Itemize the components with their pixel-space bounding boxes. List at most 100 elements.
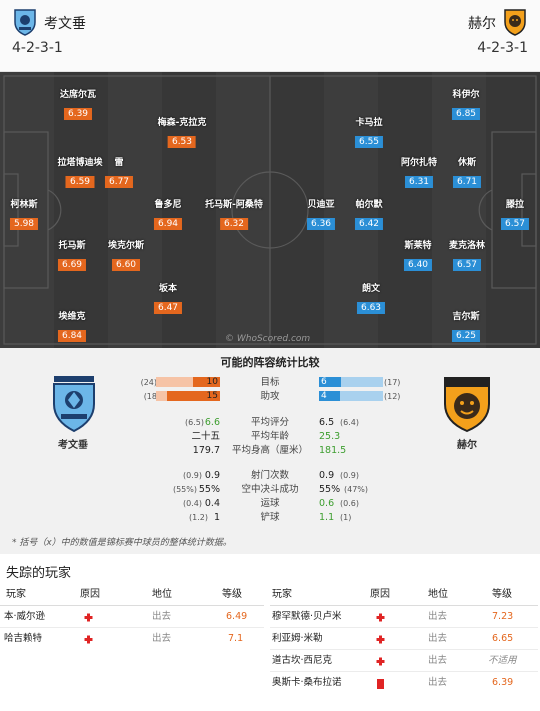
away-team-label: 赫尔 bbox=[457, 440, 477, 451]
away-player[interactable]: 滕拉 6.57 bbox=[500, 199, 530, 230]
status: 出去 bbox=[428, 611, 448, 622]
away-player[interactable]: 帕尔默 6.42 bbox=[354, 199, 384, 230]
pitch-lines bbox=[3, 75, 537, 345]
rating: 不适用 bbox=[488, 655, 517, 666]
home-player[interactable]: 拉塔博迪埃 6.59 bbox=[57, 157, 103, 188]
table-row[interactable]: 利亚姆·米勒 出去 6.65 bbox=[270, 628, 538, 650]
home-value: 10 bbox=[206, 377, 218, 387]
player-name[interactable]: 利亚姆·米勒 bbox=[272, 633, 323, 644]
away-player[interactable]: 卡马拉 6.55 bbox=[354, 117, 384, 148]
player-rating: 6.57 bbox=[500, 218, 530, 230]
away-player[interactable]: 斯莱特 6.40 bbox=[403, 240, 433, 271]
player-name[interactable]: 本·威尔逊 bbox=[4, 611, 46, 622]
stat-label: 空中决斗成功 bbox=[241, 484, 299, 495]
away-value: 181.5 bbox=[319, 445, 347, 456]
home-player[interactable]: 雷 6.77 bbox=[104, 157, 134, 188]
away-paren-value: (6.4) bbox=[340, 418, 359, 427]
injury-cross-icon bbox=[376, 657, 385, 666]
table-row[interactable]: 本·威尔逊 出去 6.49 bbox=[0, 606, 264, 628]
player-rating: 6.32 bbox=[219, 218, 249, 230]
stat-label: 目标 bbox=[260, 377, 280, 388]
home-bar-fill bbox=[193, 377, 220, 387]
home-player[interactable]: 梅森-克拉克 6.53 bbox=[157, 117, 207, 148]
player-name: 梅森-克拉克 bbox=[157, 118, 207, 128]
away-team-name[interactable]: 赫尔 bbox=[468, 16, 496, 32]
home-paren-value: (0.9) bbox=[183, 471, 202, 480]
stat-label: 铲球 bbox=[260, 512, 280, 523]
away-paren-value: (1) bbox=[340, 513, 352, 522]
col-rating: 等级 bbox=[492, 589, 512, 600]
stat-row-tackles: (1.2) 1 铲球 1.1 (1) bbox=[0, 511, 540, 524]
away-player[interactable]: 麦克洛林 6.57 bbox=[449, 240, 485, 271]
table-row[interactable]: 道古坎·西尼克 出去 不适用 bbox=[270, 650, 538, 672]
home-player[interactable]: 达席尔瓦 6.39 bbox=[60, 89, 96, 120]
home-value: 0.4 bbox=[204, 498, 220, 509]
player-name[interactable]: 奥斯卡·桑布拉诺 bbox=[272, 677, 342, 688]
away-player[interactable]: 休斯 6.71 bbox=[452, 157, 482, 188]
player-name: 休斯 bbox=[457, 158, 477, 168]
away-bar-total bbox=[319, 391, 383, 401]
player-name: 埃克尔斯 bbox=[107, 241, 145, 251]
stat-row-assists: (18 15 助攻 4 (12) bbox=[0, 390, 540, 403]
player-name: 托马斯 bbox=[58, 241, 86, 251]
player-name[interactable]: 道古坎·西尼克 bbox=[272, 655, 333, 666]
home-player[interactable]: 埃维克 6.84 bbox=[57, 311, 87, 342]
stat-row-avg-age: 二十五 平均年龄 25.3 bbox=[0, 430, 540, 443]
rating: 6.49 bbox=[226, 611, 248, 622]
player-rating: 6.39 bbox=[63, 108, 93, 120]
table-row[interactable]: 哈吉赖特 出去 7.1 bbox=[0, 628, 264, 650]
away-bar: 4 bbox=[319, 391, 383, 401]
away-player[interactable]: 贝迪亚 6.36 bbox=[306, 199, 336, 230]
stat-label: 射门次数 bbox=[250, 470, 289, 481]
home-value: 179.7 bbox=[192, 445, 220, 456]
away-player[interactable]: 科伊尔 6.85 bbox=[451, 89, 481, 120]
player-name: 斯莱特 bbox=[404, 241, 432, 251]
home-value: 55% bbox=[198, 484, 220, 495]
away-bar-total bbox=[319, 377, 383, 387]
away-paren-value: (47%) bbox=[344, 485, 369, 494]
player-name: 麦克洛林 bbox=[448, 241, 486, 251]
home-player[interactable]: 坂本 6.47 bbox=[153, 283, 183, 314]
col-player: 玩家 bbox=[6, 589, 26, 600]
player-name: 吉尔斯 bbox=[452, 312, 480, 322]
away-player[interactable]: 朗文 6.63 bbox=[356, 283, 386, 314]
away-value: 6 bbox=[321, 377, 327, 387]
away-paren-value: (17) bbox=[384, 378, 401, 387]
player-name[interactable]: 哈吉赖特 bbox=[4, 633, 43, 644]
status: 出去 bbox=[152, 611, 172, 622]
player-name[interactable]: 穆罕默德·贝卢米 bbox=[272, 611, 342, 622]
watermark: © WhoScored.com bbox=[225, 334, 311, 344]
status: 出去 bbox=[428, 655, 448, 666]
home-team-name[interactable]: 考文垂 bbox=[44, 16, 86, 32]
stat-label: 平均评分 bbox=[250, 417, 289, 428]
away-bar-fill bbox=[319, 391, 341, 401]
stat-label: 助攻 bbox=[260, 391, 280, 402]
home-paren-value: (24) bbox=[140, 378, 157, 387]
away-player[interactable]: 阿尔扎特 6.31 bbox=[401, 157, 437, 188]
pitch: 达席尔瓦 6.39 梅森-克拉克 6.53 拉塔博迪埃 6.59 雷 6.77 … bbox=[0, 72, 540, 348]
col-rating: 等级 bbox=[222, 589, 242, 600]
home-player[interactable]: 鲁多尼 6.94 bbox=[153, 199, 183, 230]
match-header: 考文垂 4-2-3-1 赫尔 4-2-3-1 bbox=[0, 0, 540, 72]
player-rating: 6.25 bbox=[451, 330, 481, 342]
player-rating: 6.42 bbox=[354, 218, 384, 230]
away-value: 4 bbox=[321, 391, 327, 401]
red-card-icon bbox=[377, 679, 384, 689]
home-player[interactable]: 埃克尔斯 6.60 bbox=[108, 240, 144, 271]
home-player[interactable]: 柯林斯 5.98 bbox=[9, 199, 39, 230]
away-value: 0.9 bbox=[319, 470, 335, 481]
table-row[interactable]: 穆罕默德·贝卢米 出去 7.23 bbox=[270, 606, 538, 628]
home-player[interactable]: 托马斯 6.69 bbox=[57, 240, 87, 271]
home-bar: 15 bbox=[156, 391, 220, 401]
away-player[interactable]: 吉尔斯 6.25 bbox=[451, 311, 481, 342]
hull-crest-icon bbox=[441, 374, 493, 434]
home-paren-value: (1.2) bbox=[189, 513, 208, 522]
stat-row-avg-height: 179.7 平均身高（厘米） 181.5 bbox=[0, 444, 540, 457]
coventry-crest-icon bbox=[48, 374, 100, 434]
player-rating: 6.40 bbox=[403, 259, 433, 271]
table-row[interactable]: 奥斯卡·桑布拉诺 出去 6.39 bbox=[270, 672, 538, 694]
home-value: 二十五 bbox=[191, 431, 220, 442]
player-name: 阿尔扎特 bbox=[400, 158, 438, 168]
home-team-label: 考文垂 bbox=[58, 440, 88, 451]
home-player[interactable]: 托马斯-阿桑特 6.32 bbox=[205, 199, 263, 230]
